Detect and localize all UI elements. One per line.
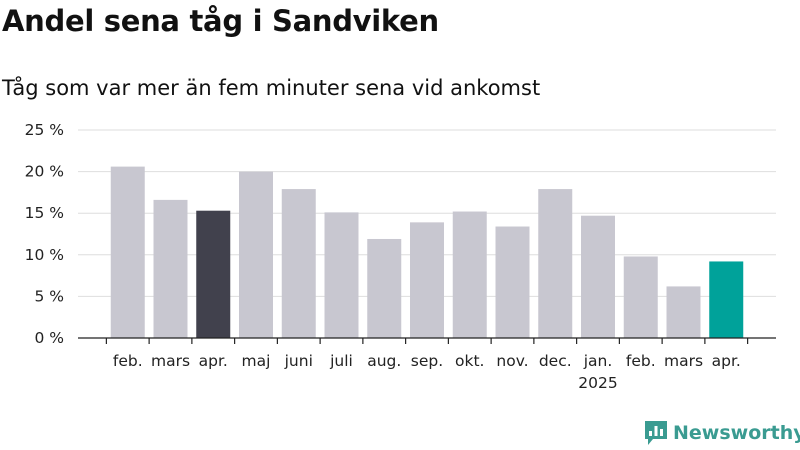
x-tick-label: nov. [496,352,528,370]
y-tick-label: 15 % [25,204,64,222]
bar-chart-logo-icon [645,421,667,445]
x-tick-label: apr. [199,352,228,370]
x-axis [78,337,776,344]
bar [623,256,658,338]
brand-logo: Newsworthy [644,420,800,446]
x-tick-label: juni [284,352,313,370]
x-tick-label: mars [151,352,190,370]
bars [110,166,744,338]
bar [367,238,402,338]
brand-name: Newsworthy [673,422,800,444]
x-tick-label: apr. [712,352,741,370]
bar [239,171,273,338]
y-tick-label: 5 % [34,287,64,305]
x-tick-labels: feb. mars apr. maj juni juli aug. sep. okt. nov. d… [113,352,741,392]
bar [153,199,188,338]
y-tick-label: 20 % [25,163,64,181]
bar [581,215,615,338]
x-tick-label: sep. [411,352,443,370]
x-tick-label: feb. [113,352,143,370]
bar [324,212,359,338]
bar [410,222,444,338]
bar [709,261,744,338]
x-tick-label: aug. [367,352,401,370]
bar [538,189,573,338]
x-tick-label: feb. [626,352,656,370]
y-tick-label: 0 % [34,329,64,347]
x-year-label: 2025 [578,374,617,392]
chart-subtitle: Tåg som var mer än fem minuter sena vid … [2,76,541,100]
chart-title: Andel sena tåg i Sandviken [2,4,439,38]
bar [452,211,487,338]
y-tick-label: 25 % [25,121,64,139]
x-tick-label: maj [242,352,271,370]
y-tick-label: 10 % [25,246,64,264]
x-tick-label: jan. [583,352,613,370]
bar [281,189,316,338]
bar [495,226,530,338]
x-tick-label: juli [329,352,353,370]
x-tick-label: dec. [539,352,572,370]
x-tick-label: okt. [455,352,484,370]
bar [110,166,145,338]
x-tick-label: mars [664,352,703,370]
bar [196,210,231,338]
y-tick-labels: 0 % 5 % 10 % 15 % 20 % 25 % [25,121,64,347]
bar [666,286,701,338]
